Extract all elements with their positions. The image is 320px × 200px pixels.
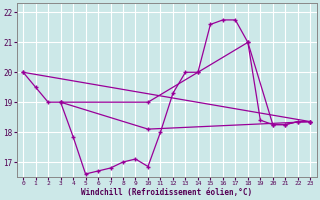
- X-axis label: Windchill (Refroidissement éolien,°C): Windchill (Refroidissement éolien,°C): [81, 188, 252, 197]
